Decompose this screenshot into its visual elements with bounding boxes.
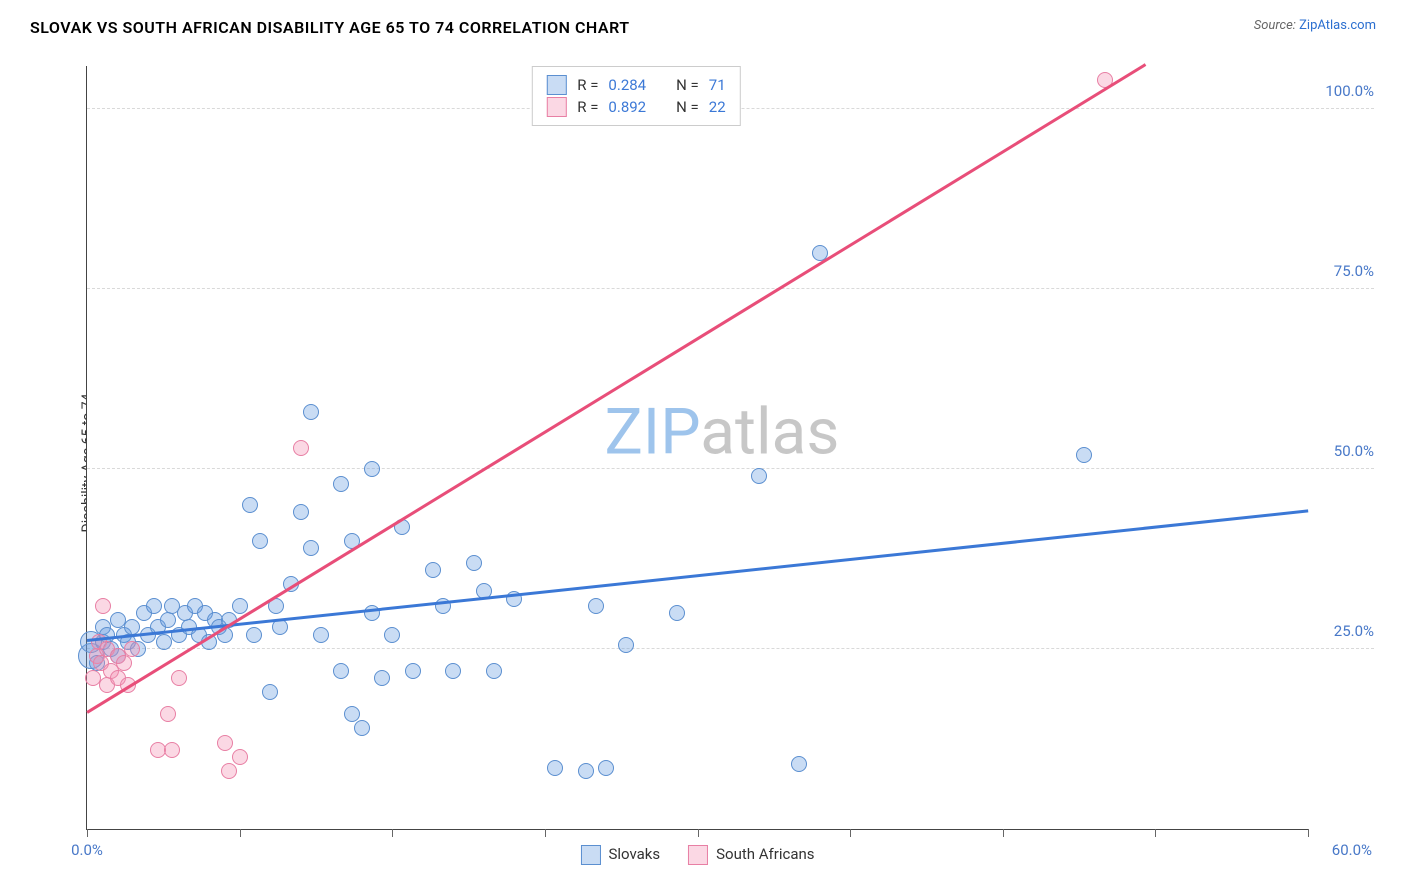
- scatter-point: [171, 670, 187, 686]
- legend-swatch: [547, 75, 567, 95]
- scatter-point: [293, 440, 309, 456]
- chart-container: Disability Age 65 to 74 ZIPatlas R =0.28…: [30, 54, 1376, 872]
- chart-title: SLOVAK VS SOUTH AFRICAN DISABILITY AGE 6…: [30, 18, 630, 37]
- scatter-point: [374, 670, 390, 686]
- scatter-point: [333, 663, 349, 679]
- x-tick: [240, 829, 241, 837]
- legend-row: R = 0.284 N = 71: [547, 75, 725, 95]
- scatter-point: [445, 663, 461, 679]
- x-tick: [545, 829, 546, 837]
- legend-item: South Africans: [688, 845, 814, 865]
- gridline: [87, 468, 1374, 469]
- legend-swatch: [688, 845, 708, 865]
- legend-item: Slovaks: [580, 845, 660, 865]
- scatter-point: [232, 749, 248, 765]
- scatter-point: [486, 663, 502, 679]
- x-tick: [698, 829, 699, 837]
- watermark-atlas: atlas: [700, 395, 839, 470]
- scatter-point: [262, 684, 278, 700]
- scatter-point: [242, 497, 258, 513]
- scatter-point: [246, 627, 262, 643]
- correlation-legend: R = 0.284 N = 71 R = 0.892 N = 22: [532, 66, 740, 126]
- scatter-point: [466, 555, 482, 571]
- x-tick: [850, 829, 851, 837]
- scatter-point: [384, 627, 400, 643]
- scatter-point: [588, 598, 604, 614]
- scatter-point: [160, 706, 176, 722]
- scatter-point: [405, 663, 421, 679]
- legend-series-name: South Africans: [716, 845, 814, 863]
- legend-n-label: N =: [676, 76, 699, 94]
- scatter-point: [1076, 447, 1092, 463]
- legend-r-value: 0.284: [608, 76, 646, 94]
- trend-line: [87, 510, 1308, 642]
- scatter-point: [354, 720, 370, 736]
- watermark-zip: ZIP: [604, 395, 700, 470]
- scatter-point: [303, 404, 319, 420]
- x-tick: [392, 829, 393, 837]
- x-tick: [1155, 829, 1156, 837]
- gridline: [87, 648, 1374, 649]
- scatter-point: [293, 504, 309, 520]
- legend-r-value: 0.892: [608, 98, 646, 116]
- scatter-point: [313, 627, 329, 643]
- plot-area: ZIPatlas R =0.284N =71R =0.892N =22 Slov…: [86, 66, 1308, 830]
- x-tick: [1003, 829, 1004, 837]
- legend-swatch: [547, 97, 567, 117]
- x-tick-label: 60.0%: [1332, 841, 1372, 859]
- scatter-point: [164, 742, 180, 758]
- scatter-point: [344, 706, 360, 722]
- scatter-point: [791, 756, 807, 772]
- scatter-point: [232, 598, 248, 614]
- y-tick-label: 75.0%: [1314, 262, 1374, 280]
- x-tick: [87, 829, 88, 837]
- scatter-point: [364, 461, 380, 477]
- series-legend: Slovaks South Africans: [580, 845, 814, 865]
- x-tick-label: 0.0%: [71, 841, 103, 859]
- scatter-point: [146, 598, 162, 614]
- legend-series-name: Slovaks: [608, 845, 660, 863]
- y-tick-label: 50.0%: [1314, 442, 1374, 460]
- scatter-point: [598, 760, 614, 776]
- scatter-point: [618, 637, 634, 653]
- scatter-point: [160, 612, 176, 628]
- gridline: [87, 288, 1374, 289]
- scatter-point: [425, 562, 441, 578]
- scatter-point: [333, 476, 349, 492]
- legend-n-value: 71: [709, 76, 726, 94]
- legend-r-label: R =: [577, 98, 598, 116]
- scatter-point: [547, 760, 563, 776]
- trend-line: [86, 64, 1146, 714]
- x-tick: [1308, 829, 1309, 837]
- legend-r-label: R =: [577, 76, 598, 94]
- chart-source: Source: ZipAtlas.com: [1254, 18, 1376, 33]
- scatter-point: [124, 641, 140, 657]
- legend-n-label: N =: [676, 98, 699, 116]
- y-tick-label: 100.0%: [1314, 82, 1374, 100]
- scatter-point: [751, 468, 767, 484]
- legend-n-value: 22: [709, 98, 726, 116]
- legend-row: R = 0.892 N = 22: [547, 97, 725, 117]
- source-label: Source:: [1254, 18, 1296, 33]
- source-link[interactable]: ZipAtlas.com: [1299, 18, 1376, 33]
- scatter-point: [252, 533, 268, 549]
- scatter-point: [272, 619, 288, 635]
- scatter-point: [95, 598, 111, 614]
- legend-swatch: [580, 845, 600, 865]
- scatter-point: [303, 540, 319, 556]
- y-tick-label: 25.0%: [1314, 622, 1374, 640]
- scatter-point: [221, 763, 237, 779]
- watermark: ZIPatlas: [604, 395, 839, 470]
- scatter-point: [669, 605, 685, 621]
- scatter-point: [578, 763, 594, 779]
- scatter-point: [217, 735, 233, 751]
- scatter-point: [116, 655, 132, 671]
